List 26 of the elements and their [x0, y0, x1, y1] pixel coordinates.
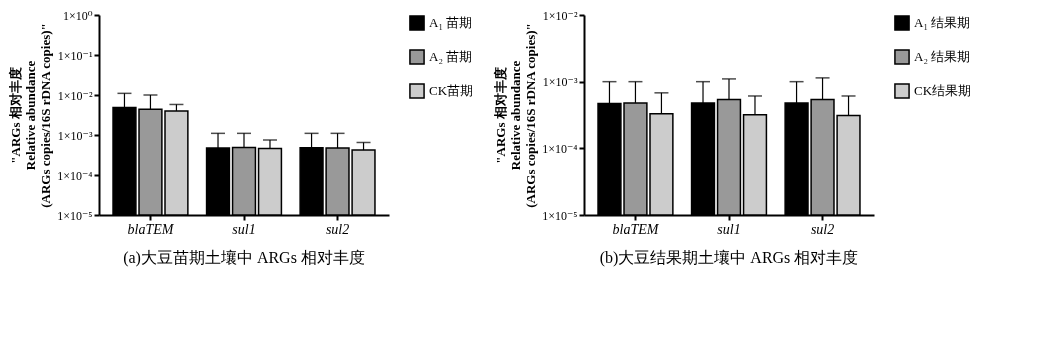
y-tick-label: 1×10⁻³: [542, 75, 578, 90]
legend-label: CK苗期: [429, 83, 474, 98]
x-tick-label: blaTEM: [127, 221, 175, 237]
y-tick-label: 1×10⁻²: [57, 88, 93, 103]
text: (a)大豆苗期土壤中 ARGs 相对丰度: [123, 249, 365, 267]
x-tick-label: blaTEM: [612, 221, 660, 237]
y-tick-label: 1×10⁻⁴: [542, 141, 578, 156]
x-tick-label: sul2: [325, 221, 350, 237]
legend-label: A₁ 苗期: [429, 15, 473, 30]
y-tick-label: 1×10⁻³: [57, 128, 93, 143]
y-tick-label: 1×10⁻⁵: [542, 208, 578, 223]
text: (b)大豆结果期土壤中 ARGs 相对丰度: [599, 249, 859, 267]
y-tick-label: 1×10⁰: [62, 8, 93, 23]
legend-label: A₂ 苗期: [429, 49, 473, 64]
y-tick-label: 1×10⁻⁴: [57, 168, 93, 183]
y-axis-title: "ARGs 相对丰度 Relative abundance (ARGs copies/16S rDNA copies)": [493, 23, 539, 208]
legend-label: A₂ 结果期: [914, 49, 971, 64]
x-tick-label: sul1: [717, 221, 741, 237]
y-tick-label: 1×10⁻⁵: [57, 208, 93, 223]
legend-label: A₁ 结果期: [914, 15, 971, 30]
legend-label: CK结果期: [914, 83, 972, 98]
x-tick-label: sul1: [232, 221, 256, 237]
y-axis-title: "ARGs 相对丰度 Relative abundance (ARGs copies/16S rDNA copies)": [8, 23, 54, 208]
y-tick-label: 1×10⁻¹: [57, 48, 93, 63]
y-tick-label: 1×10⁻²: [542, 8, 578, 23]
x-tick-label: sul2: [810, 221, 835, 237]
